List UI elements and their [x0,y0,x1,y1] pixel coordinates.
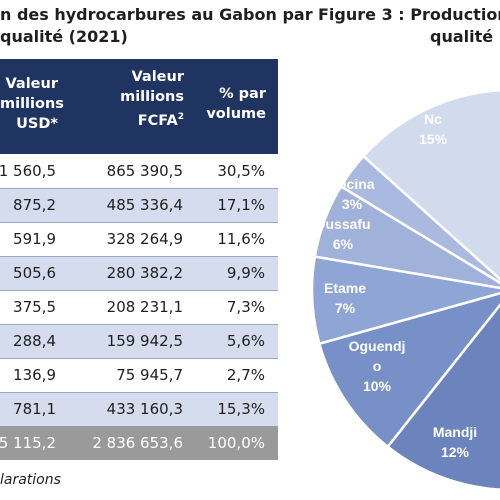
header-pct: % par volume [196,84,266,124]
cell-usd: 5 115,2 [0,434,56,452]
table-row: 505,6 280 382,2 9,9% [0,256,278,290]
header-usd: Valeur millions USD* [0,74,64,134]
header-fcfa-line-2: millions [120,89,184,105]
figure-title-line-2: qualité [430,27,494,46]
cell-pct: 15,3% [217,400,265,418]
pie-slice-name-label: o [373,358,382,374]
cell-usd: 375,5 [13,298,56,316]
cell-fcfa: 433 160,3 [106,400,183,418]
cell-pct: 5,6% [226,332,265,350]
pie-slice-name-label: Oguendj [349,338,406,354]
row-divider [0,324,278,325]
table-row: 591,9 328 264,9 11,6% [0,222,278,256]
header-fcfa-unit: FCFA [137,112,178,129]
cell-fcfa: 208 231,1 [106,298,183,316]
table-row: 1 560,5 865 390,5 30,5% [0,154,278,188]
cell-fcfa: 485 336,4 [106,196,183,214]
table-header: Valeur millions USD* Valeur millions FCF… [0,59,278,154]
cell-fcfa: 280 382,2 [106,264,183,282]
table-title: n des hydrocarbures au Gabon par qualité… [0,4,313,48]
cell-pct: 7,3% [226,298,265,316]
row-divider [0,358,278,359]
header-usd-line-2: millions [0,96,64,112]
pie-slice-value-label: 15% [419,131,448,147]
pie-slice-value-label: 7% [335,300,356,316]
pie-slice-value-label: 6% [333,236,354,252]
cell-pct: 11,6% [217,230,265,248]
pie-slice-oguendjo [317,292,500,449]
pie-slice-mandji [386,303,500,491]
header-fcfa-line-3: FCFA2 [100,107,184,131]
header-fcfa-line-1: Valeur [131,69,185,85]
header-pct-line-2: volume [206,106,266,122]
cell-usd: 875,2 [13,196,56,214]
table-row: 375,5 208 231,1 7,3% [0,290,278,324]
header-usd-line-1: Valeur [5,76,59,92]
table-total-row: 5 115,2 2 836 653,6 100,0% [0,426,278,460]
cell-pct: 9,9% [226,264,265,282]
header-usd-line-3: USD* [16,116,58,132]
pie-slice-value-label: 12% [441,444,470,460]
cell-pct: 100,0% [207,434,265,452]
pie-slice-name-label: Etame [324,280,366,296]
row-divider [0,222,278,223]
pie-slice-name-label: Nc [424,111,442,127]
table-title-line-1: n des hydrocarbures au Gabon par [0,5,313,24]
figure-title: Figure 3 : Production qualité [318,4,500,48]
cell-fcfa: 865 390,5 [106,162,183,180]
cell-pct: 30,5% [217,162,265,180]
cell-usd: 591,9 [13,230,56,248]
pie-slice-name-label: Dussafu [315,216,370,232]
cell-pct: 17,1% [217,196,265,214]
cell-fcfa: 75 945,7 [116,366,183,384]
table-row: 288,4 159 942,5 5,6% [0,324,278,358]
header-fcfa: Valeur millions FCFA2 [100,67,184,131]
header-pct-line-1: % par [219,86,266,102]
cell-fcfa: 159 942,5 [106,332,183,350]
cell-usd: 136,9 [13,366,56,384]
table-row: 875,2 485 336,4 17,1% [0,188,278,222]
cell-fcfa: 2 836 653,6 [92,434,183,452]
pie-slice-value-label: 10% [363,378,392,394]
cell-fcfa: 328 264,9 [106,230,183,248]
row-divider [0,290,278,291]
row-divider [0,256,278,257]
cell-usd: 1 560,5 [0,162,56,180]
pie-slice-name-label: Mandji [433,424,477,440]
pie-slice-value-label: 3% [342,196,363,212]
pie-slice-nc [361,89,500,281]
row-divider [0,392,278,393]
table-row: 136,9 75 945,7 2,7% [0,358,278,392]
cell-usd: 781,1 [13,400,56,418]
cell-usd: 288,4 [13,332,56,350]
table-row: 781,1 433 160,3 15,3% [0,392,278,426]
cell-pct: 2,7% [226,366,265,384]
row-divider [0,188,278,189]
pie-slice-name-label: Lucina [329,176,374,192]
cell-usd: 505,6 [13,264,56,282]
table-source-note: larations [0,472,61,488]
header-fcfa-footnote: 2 [177,112,184,122]
figure-title-line-1: Figure 3 : Production [318,5,500,24]
table-title-line-2: qualité (2021) [0,27,128,46]
